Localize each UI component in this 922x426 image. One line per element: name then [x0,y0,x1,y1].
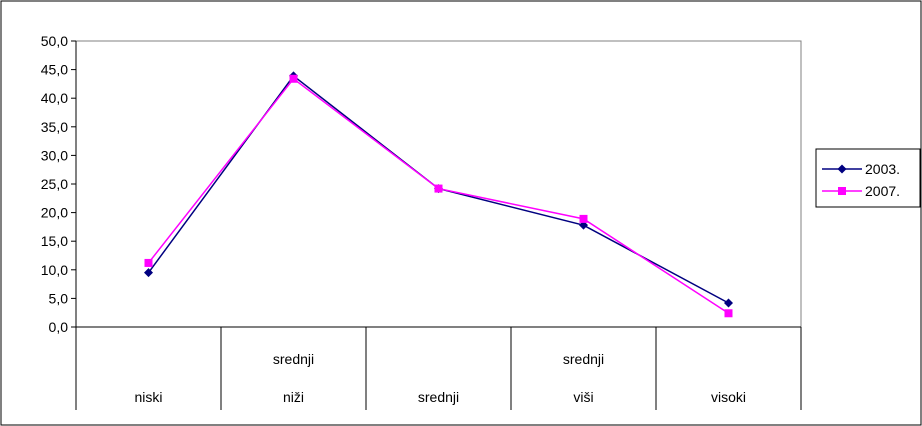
x-tick-label: visoki [711,389,746,405]
data-point [144,268,153,278]
y-tick-label: 10,0 [41,262,68,278]
x-tick-label: srednji [273,351,314,367]
data-point [724,298,733,308]
y-tick-label: 30,0 [41,147,68,163]
y-tick-label: 0,0 [49,319,69,335]
y-tick-label: 45,0 [41,62,68,78]
x-tick-label: niži [283,389,304,405]
data-point [289,74,298,83]
legend: 2003. 2007. [815,148,921,208]
x-tick-label: niski [134,389,162,405]
y-axis: 0,0 5,0 10,0 15,0 20,0 25,0 30,0 35,0 40,0 45,0 50… [41,33,77,335]
x-tick-label: viši [573,389,593,405]
data-point [144,258,153,267]
x-tick-label: srednji [563,351,604,367]
data-point [579,214,588,223]
legend-box [815,148,921,208]
y-tick-label: 40,0 [41,90,68,106]
plot-area [75,40,802,328]
legend-marker [838,187,846,195]
y-tick-label: 5,0 [49,290,69,306]
series-layer [144,71,733,318]
x-tick-label: srednji [418,389,459,405]
data-point [724,309,733,318]
y-tick-label: 20,0 [41,205,68,221]
legend-label: 2007. [865,183,900,199]
x-axis: niski srednji niži srednji srednji viši visoki [75,326,802,410]
legend-label: 2003. [865,161,900,177]
y-tick-label: 35,0 [41,119,68,135]
y-tick-label: 50,0 [41,33,68,49]
y-tick-label: 25,0 [41,176,68,192]
y-tick-label: 15,0 [41,233,68,249]
data-point [579,220,588,230]
data-point [434,184,443,193]
legend-marker [837,164,847,174]
